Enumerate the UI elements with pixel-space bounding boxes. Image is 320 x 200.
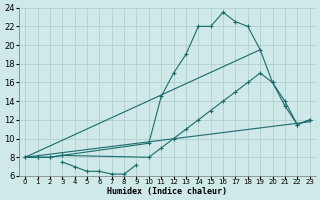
X-axis label: Humidex (Indice chaleur): Humidex (Indice chaleur) [108, 187, 228, 196]
